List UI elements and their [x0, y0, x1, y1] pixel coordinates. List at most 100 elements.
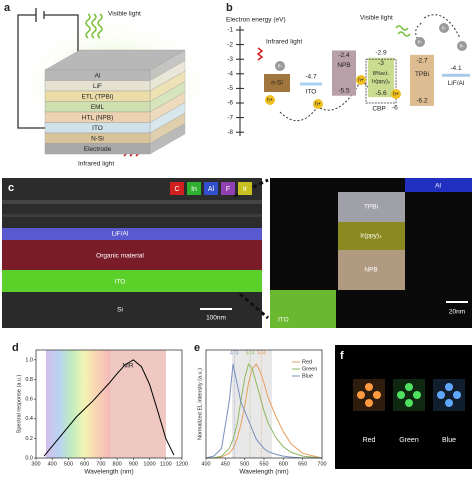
hole-label: h+	[393, 91, 399, 97]
n-si-box	[264, 74, 290, 92]
material-label: TPBi	[415, 71, 429, 78]
material-label: 8%w.t.	[373, 71, 390, 77]
nir-region	[110, 350, 166, 458]
x-tick-label: 800	[113, 461, 122, 467]
x-tick-label: 1100	[160, 461, 172, 467]
y-tick-label: 0.4	[25, 416, 33, 422]
led-pixel	[365, 383, 373, 391]
tick-label: -3	[227, 56, 233, 63]
layer-label: ITO	[92, 125, 103, 132]
element-swatch	[204, 182, 218, 195]
tick-label: -4	[227, 71, 233, 78]
lifal-band	[2, 228, 262, 240]
panel-label: a	[4, 2, 11, 14]
layer-label: NPB	[364, 267, 377, 274]
panel-b: b Electron energy (eV) Infrared light Vi…	[226, 2, 470, 136]
x-axis-label: Wavelength (nm)	[239, 469, 288, 476]
led-pixel	[357, 391, 365, 399]
texture	[2, 214, 262, 217]
band-box	[332, 50, 356, 96]
layer-label: ITO	[278, 317, 289, 324]
panel-label: e	[194, 342, 200, 354]
element-label: Ir	[243, 186, 248, 193]
peak-label: 544	[258, 350, 267, 356]
ito-band	[2, 270, 262, 292]
led-pixel	[397, 391, 405, 399]
panel-label: f	[340, 350, 344, 362]
electron-label: e-	[278, 63, 283, 69]
al-block	[405, 178, 472, 192]
panel-f: f Red Green Blue	[335, 345, 472, 469]
hole-label: h+	[315, 101, 321, 107]
led-pixel	[405, 399, 413, 407]
layer-label: EML	[91, 104, 105, 111]
layer-label: Organic material	[96, 253, 144, 260]
element-label: In	[191, 186, 197, 193]
data-line	[205, 363, 322, 459]
element-swatch	[238, 182, 252, 195]
panel-label: c	[8, 182, 14, 194]
tick-label: -5	[227, 85, 233, 92]
material-label: ITO	[306, 89, 317, 96]
layer-label: ETL (TPBi)	[82, 93, 114, 100]
tick-label: -2	[227, 41, 233, 48]
x-tick-label: 400	[48, 461, 57, 467]
tick-label: -6	[227, 100, 233, 107]
legend-label: Green	[302, 366, 317, 372]
tpbi-block	[338, 192, 405, 222]
photo-background	[335, 345, 472, 469]
panel-d: 300 400 500 600 700 800 900 1000 1100 1200 0.0 0.2 0…	[12, 342, 188, 476]
x-tick-label: 700	[96, 461, 105, 467]
texture	[2, 200, 262, 204]
panel-a: a Visible light Infrared light Al LiF ETL …	[4, 2, 215, 168]
legend-label: Red	[302, 359, 312, 365]
layer-label: Ir(ppy)₃	[360, 233, 382, 240]
axis-title: Electron energy (eV)	[226, 17, 286, 24]
infrared-label: Infrared light	[266, 39, 302, 46]
data-line	[43, 359, 175, 457]
tick-label: -8	[227, 129, 233, 136]
electron-label: e-	[442, 25, 447, 31]
tick-label: -1	[227, 27, 233, 34]
element-swatch	[170, 182, 184, 195]
visible-light-label: Visible light	[108, 11, 141, 18]
visible-label: Visible light	[360, 15, 393, 22]
x-tick-label: 1000	[143, 461, 155, 467]
x-tick-label: 500	[64, 461, 73, 467]
x-tick-label: 900	[129, 461, 138, 467]
npb-block	[338, 250, 405, 290]
x-tick-label: 450	[221, 461, 230, 467]
layer-label: HTL (NPB)	[82, 114, 114, 121]
band-box	[368, 57, 394, 98]
led-pixel	[413, 391, 421, 399]
x-tick-label: 1200	[176, 461, 188, 467]
led-label: Blue	[442, 437, 456, 444]
electron	[415, 37, 425, 47]
peak-label: 514	[246, 350, 255, 356]
hole	[265, 95, 275, 105]
x-tick-label: 500	[240, 461, 249, 467]
y-axis-label: Spectral response (a.u.)	[16, 374, 22, 433]
layer-label: Al	[435, 183, 441, 190]
layer-label: Al	[95, 72, 101, 79]
panel-c: c LiF/Al Organic material ITO Si 100nm A…	[2, 178, 472, 328]
layer-label: Si	[117, 307, 123, 314]
element-swatch	[187, 182, 201, 195]
layer-label: ITO	[115, 279, 126, 286]
panel-label: d	[12, 342, 19, 354]
y-tick-label: 0.6	[25, 397, 33, 403]
x-tick-label: 400	[201, 461, 210, 467]
y-tick-label: 0.0	[25, 455, 33, 461]
infrared-wave	[256, 47, 264, 61]
plot-frame	[35, 349, 183, 459]
x-tick-label: 600	[279, 461, 288, 467]
led-pixel	[405, 383, 413, 391]
x-tick-label: 650	[298, 461, 307, 467]
level-value: -5.6	[375, 90, 387, 97]
y-tick-label: 1.0	[25, 357, 33, 363]
zoom-line	[233, 178, 269, 320]
ito-block	[270, 290, 336, 328]
led-pixel	[373, 391, 381, 399]
x-tick-label: 550	[259, 461, 268, 467]
